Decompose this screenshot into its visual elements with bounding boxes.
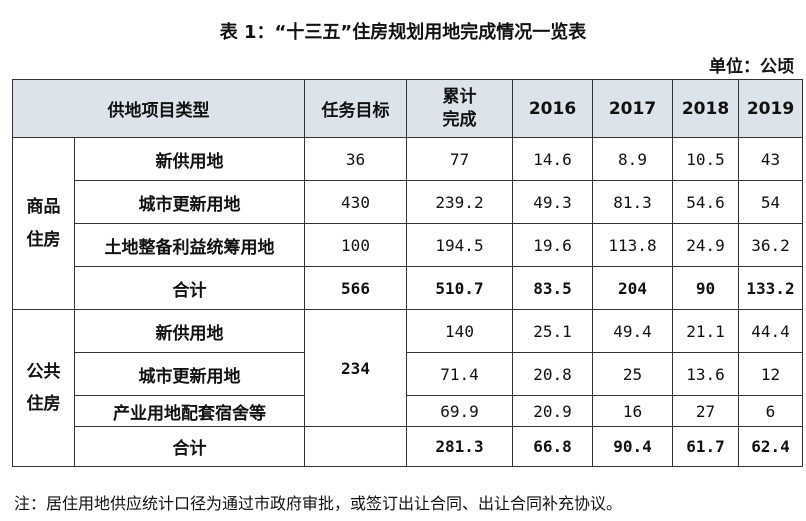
cell-2016: 20.8 <box>512 352 593 396</box>
cell-2018: 24.9 <box>672 223 739 267</box>
cell-2018: 54.6 <box>672 180 739 224</box>
table-row-total: 合计 566 510.7 83.5 204 90 133.2 <box>13 266 803 310</box>
header-target: 任务目标 <box>304 79 407 138</box>
row-label: 产业用地配套宿舍等 <box>74 395 305 427</box>
table-row: 产业用地配套宿舍等 69.9 20.9 16 27 6 <box>13 395 803 427</box>
table-row: 土地整备利益统筹用地 100 194.5 19.6 113.8 24.9 36.… <box>13 223 803 267</box>
cell-target-empty <box>304 426 407 467</box>
cell-2017: 90.4 <box>592 426 673 467</box>
table-row-total: 合计 281.3 66.8 90.4 61.7 62.4 <box>13 426 803 467</box>
cell-2018: 10.5 <box>672 137 739 181</box>
row-label: 新供用地 <box>74 309 305 353</box>
unit-label: 单位：公顷 <box>709 57 794 77</box>
cell-cumulative: 281.3 <box>406 426 513 467</box>
table-row: 商品 住房 新供用地 36 77 14.6 8.9 10.5 43 <box>12 137 803 310</box>
footnote: 注：居住用地供应统计口径为通过市政府审批，或签订出让合同、出让合同补充协议。 <box>14 494 623 513</box>
cell-2018: 90 <box>672 266 739 310</box>
row-label: 合计 <box>74 426 305 467</box>
cell-target: 566 <box>304 266 407 310</box>
cell-cumulative: 140 <box>406 309 513 353</box>
cell-cumulative: 77 <box>406 137 513 181</box>
cell-target-public: 234 <box>304 309 407 427</box>
cell-2018: 13.6 <box>672 352 739 396</box>
cell-2019: 62.4 <box>738 426 803 467</box>
cell-2017: 25 <box>592 352 673 396</box>
table-row: 城市更新用地 430 239.2 49.3 81.3 54.6 54 <box>13 180 803 224</box>
group-label-public: 公共 住房 <box>12 309 75 467</box>
cell-2017: 81.3 <box>592 180 673 224</box>
cell-2016: 19.6 <box>512 223 593 267</box>
cell-cumulative: 71.4 <box>406 352 513 396</box>
cell-target: 100 <box>304 223 407 267</box>
header-cumulative: 累计 完成 <box>406 79 513 138</box>
cell-2019: 36.2 <box>738 223 803 267</box>
row-label: 新供用地 <box>74 137 305 181</box>
cell-2019: 12 <box>738 352 803 396</box>
cell-2016: 20.9 <box>512 395 593 427</box>
header-category: 供地项目类型 <box>12 79 305 138</box>
row-label: 城市更新用地 <box>74 180 305 224</box>
cell-target: 430 <box>304 180 407 224</box>
cell-2018: 27 <box>672 395 739 427</box>
cell-2019: 54 <box>738 180 803 224</box>
cell-cumulative: 510.7 <box>406 266 513 310</box>
header-2018: 2018 <box>672 79 739 138</box>
cell-2016: 25.1 <box>512 309 593 353</box>
cell-2016: 14.6 <box>512 137 593 181</box>
cell-cumulative: 194.5 <box>406 223 513 267</box>
group-label-commercial: 商品 住房 <box>12 137 75 310</box>
cell-2017: 49.4 <box>592 309 673 353</box>
cell-2016: 49.3 <box>512 180 593 224</box>
header-2019: 2019 <box>738 79 803 138</box>
cell-target: 36 <box>304 137 407 181</box>
cell-2017: 16 <box>592 395 673 427</box>
cell-cumulative: 69.9 <box>406 395 513 427</box>
land-supply-table: 供地项目类型 任务目标 累计 完成 2016 2017 2018 2019 商品… <box>12 79 803 467</box>
cell-2016: 66.8 <box>512 426 593 467</box>
cell-cumulative: 239.2 <box>406 180 513 224</box>
cell-2018: 61.7 <box>672 426 739 467</box>
row-label: 土地整备利益统筹用地 <box>74 223 305 267</box>
row-label: 城市更新用地 <box>74 352 305 396</box>
cell-2016: 83.5 <box>512 266 593 310</box>
row-label: 合计 <box>74 266 305 310</box>
header-2016: 2016 <box>512 79 593 138</box>
table-row: 城市更新用地 71.4 20.8 25 13.6 12 <box>13 352 803 396</box>
cell-2017: 8.9 <box>592 137 673 181</box>
cell-2019: 6 <box>738 395 803 427</box>
cell-2019: 133.2 <box>738 266 803 310</box>
header-row: 供地项目类型 任务目标 累计 完成 2016 2017 2018 2019 <box>12 79 803 138</box>
table-row: 公共 住房 新供用地 234 140 25.1 49.4 21.1 44.4 <box>12 309 803 467</box>
cell-2019: 43 <box>738 137 803 181</box>
cell-2018: 21.1 <box>672 309 739 353</box>
header-2017: 2017 <box>592 79 673 138</box>
cell-2017: 113.8 <box>592 223 673 267</box>
cell-2017: 204 <box>592 266 673 310</box>
table-title: 表 1：“十三五”住房规划用地完成情况一览表 <box>219 22 587 43</box>
cell-2019: 44.4 <box>738 309 803 353</box>
